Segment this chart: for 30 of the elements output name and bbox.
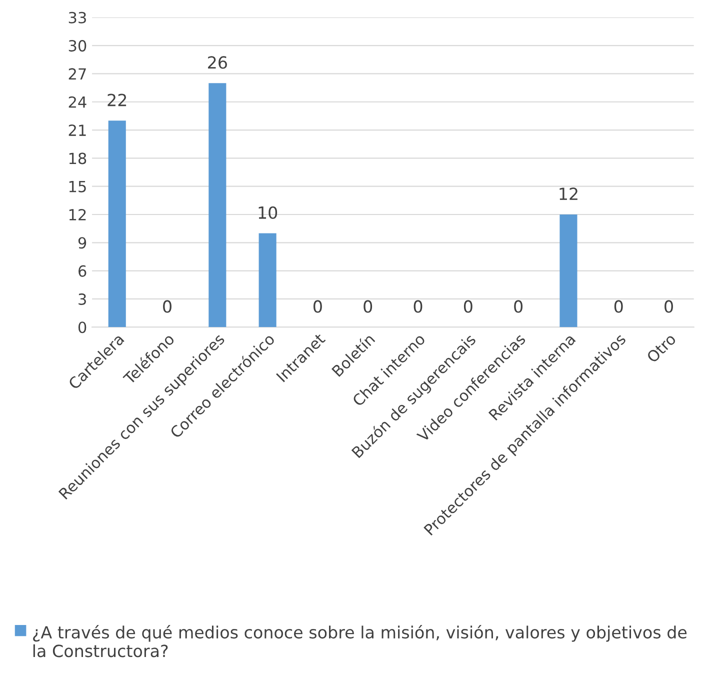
y-tick-label: 21 [68,124,86,136]
bar [258,233,276,328]
y-tick-label: 15 [69,181,86,192]
data-label: 0 [163,300,172,313]
y-tick-label: 12 [69,208,86,220]
legend-label: ¿A través de qué medios conoce sobre la misión, visión, valores y objetivos de la Constructora? [33,625,687,658]
data-label: 22 [108,94,126,106]
data-label: 0 [514,300,523,313]
y-tick-label: 33 [68,12,86,24]
data-label: 0 [614,300,623,313]
data-label: 0 [414,300,422,313]
x-tick-label: Otro [646,332,677,364]
y-tick-label: 24 [68,96,86,108]
y-tick-label: 0 [78,322,86,334]
y-tick-label: 3 [78,293,86,305]
data-label: 12 [560,188,578,200]
bar [208,83,226,328]
bar [560,214,578,328]
data-label: 0 [464,300,472,313]
bar [108,120,126,328]
y-tick-label: 9 [78,237,86,249]
data-label: 10 [258,206,278,219]
data-label: 0 [314,300,322,313]
y-tick-label: 27 [68,68,86,80]
y-tick-label: 18 [69,152,86,164]
y-tick-label: 6 [78,265,86,277]
data-label: 26 [208,56,227,69]
data-label: 0 [364,300,372,313]
y-tick-label: 30 [68,40,86,52]
data-label: 0 [664,300,673,313]
